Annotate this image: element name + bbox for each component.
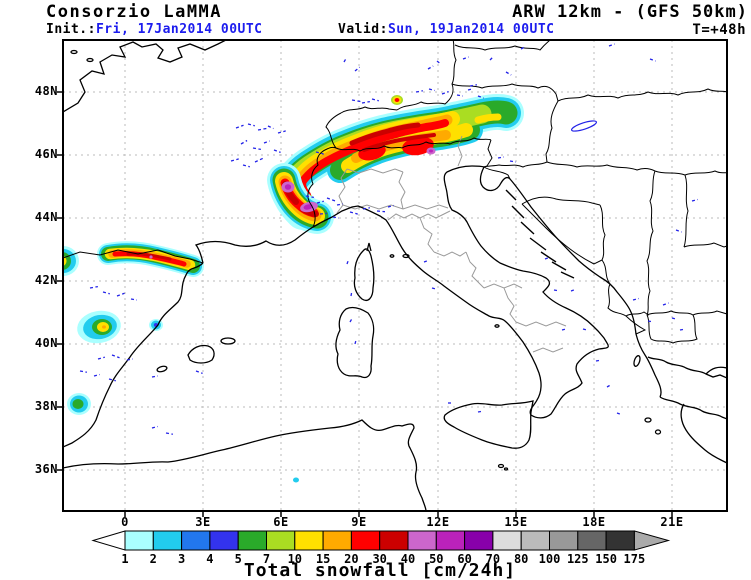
colorbar-tick-value: 60 <box>457 552 472 566</box>
lon-label: 21E <box>660 515 684 529</box>
colorbar-tick-value: 70 <box>485 552 501 566</box>
colorbar-tick-value: 40 <box>400 552 416 566</box>
graticule <box>63 40 727 511</box>
colorbar-tick-value: 30 <box>372 552 387 566</box>
colorbar-tick-value: 20 <box>344 552 359 566</box>
lon-label: 15E <box>504 515 528 529</box>
lat-label: 48N <box>34 84 58 98</box>
adriatic-islands <box>505 189 575 279</box>
colorbar-tick-value: 50 <box>429 552 444 566</box>
valid-label: Valid: <box>338 22 388 37</box>
light-snow-contours <box>79 43 698 435</box>
lat-label: 36N <box>34 462 58 476</box>
model-title: ARW 12km - (GFS 50km) <box>512 2 748 22</box>
colorbar-tick-value: 15 <box>315 552 331 566</box>
snowfall-shading <box>64 93 524 483</box>
lon-label: 3E <box>195 515 211 529</box>
colorbar-tick-value: 1 <box>121 552 129 566</box>
valid-value: Sun, 19Jan2014 00UTC <box>387 22 555 37</box>
lon-label: 18E <box>582 515 606 529</box>
lon-label: 0 <box>121 515 129 529</box>
coastlines <box>64 41 726 510</box>
map-frame <box>62 39 728 512</box>
colorbar-tick-value: 3 <box>177 552 186 566</box>
colorbar-title: Total snowfall [cm/24h] <box>243 560 517 580</box>
lat-label: 42N <box>34 273 58 287</box>
colorbar-tick-value: 4 <box>206 552 214 566</box>
colorbar-tick-value: 175 <box>623 552 646 566</box>
colorbar-tick-value: 125 <box>566 552 589 566</box>
brand-title: Consorzio LaMMA <box>46 2 223 22</box>
colorbar-tick-value: 10 <box>287 552 303 566</box>
lead-time: T=+48h <box>692 22 746 38</box>
init-time: Init.:Fri, 17Jan2014 00UTC <box>46 22 263 37</box>
colorbar <box>91 530 671 551</box>
init-label: Init.: <box>46 22 96 37</box>
lon-label: 6E <box>273 515 289 529</box>
lat-label: 46N <box>34 147 58 161</box>
colorbar-tick-value: 80 <box>513 552 529 566</box>
colorbar-tick-value: 100 <box>538 552 561 566</box>
colorbar-tick-value: 5 <box>234 552 242 566</box>
init-value: Fri, 17Jan2014 00UTC <box>95 22 263 37</box>
lat-label: 38N <box>34 399 58 413</box>
colorbar-tick-value: 2 <box>149 552 157 566</box>
lat-label: 40N <box>34 336 58 350</box>
colorbar-tick-value: 7 <box>262 552 271 566</box>
country-borders <box>64 41 726 344</box>
lon-label: 12E <box>426 515 450 529</box>
lake-balaton <box>570 120 598 132</box>
valid-time: Valid:Sun, 19Jan2014 00UTC <box>338 22 555 37</box>
colorbar-tick-value: 150 <box>595 552 617 566</box>
lon-label: 9E <box>351 515 367 529</box>
lat-label: 44N <box>34 210 58 224</box>
